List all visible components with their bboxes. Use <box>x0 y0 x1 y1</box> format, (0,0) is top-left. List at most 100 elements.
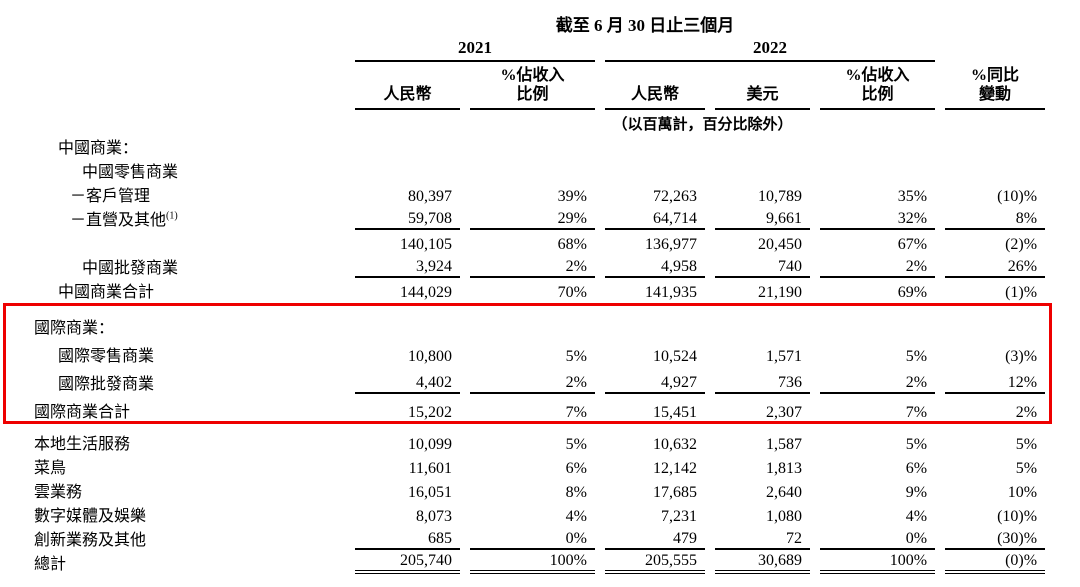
cell-pct-2022: 9% <box>905 483 928 501</box>
cell-yoy: (1)% <box>1005 283 1038 301</box>
cell-usd-2022: 1,571 <box>766 347 802 365</box>
cell-yoy: 10% <box>1007 483 1038 501</box>
row-china-commerce-header: 中國商業： <box>10 134 1045 158</box>
col-header-pct-2021: %佔收入 比例 <box>470 62 595 110</box>
col-header-rmb-2021: 人民幣 <box>355 62 460 110</box>
row-label: －客戶管理 <box>70 187 151 205</box>
cell-pct-2021: 5% <box>565 435 587 453</box>
row-cainiao: 菜鳥 11,601 6% 12,142 1,813 6% 5% <box>10 454 1045 478</box>
row-intl-retail: 國際零售商業 10,800 5% 10,524 1,571 5% (3)% <box>10 338 1045 366</box>
cell-rmb-2021: 4,402 <box>355 366 460 394</box>
col-header-pct-2022: %佔收入 比例 <box>820 62 936 110</box>
spacer-row <box>10 422 1045 430</box>
cell-yoy: (0)% <box>945 550 1046 574</box>
cell-yoy: (10)% <box>997 187 1038 205</box>
cell-pct-2021: 39% <box>557 187 587 205</box>
cell-rmb-2022: 64,714 <box>605 206 705 230</box>
row-label: 雲業務 <box>34 483 83 501</box>
cell-rmb-2021: 144,029 <box>400 283 452 301</box>
cell-usd-2022: 1,813 <box>766 459 802 477</box>
col-header-rmb-2022: 人民幣 <box>605 62 705 110</box>
cell-pct-2021: 2% <box>470 366 595 394</box>
cell-pct-2022: 67% <box>897 235 928 253</box>
row-label: 國際批發商業 <box>58 375 155 393</box>
row-label: 中國商業合計 <box>58 283 155 301</box>
row-direct-sales-and-others: －直營及其他(1) 59,708 29% 64,714 9,661 32% 8% <box>10 206 1046 230</box>
cell-rmb-2022: 136,977 <box>645 235 697 253</box>
cell-rmb-2022: 12,142 <box>653 459 697 477</box>
cell-usd-2022: 21,190 <box>758 283 802 301</box>
cell-rmb-2021: 3,924 <box>355 254 460 278</box>
cell-pct-2022: 5% <box>905 347 928 365</box>
row-label: 總計 <box>34 555 67 573</box>
cell-pct-2022: 2% <box>820 254 936 278</box>
units-note-row: （以百萬計，百分比除外） <box>10 110 1045 134</box>
row-label: 中國批發商業 <box>82 259 179 277</box>
row-innovation-and-others: 創新業務及其他 685 0% 479 72 0% (30)% <box>10 526 1046 550</box>
row-intl-commerce-total: 國際商業合計 15,202 7% 15,451 2,307 7% 2% <box>10 394 1045 422</box>
col-header-yoy: %同比 變動 <box>945 62 1046 110</box>
spacer-row <box>10 302 1045 310</box>
cell-pct-2021: 68% <box>557 235 587 253</box>
cell-pct-2022: 0% <box>820 526 936 550</box>
row-local-services: 本地生活服務 10,099 5% 10,632 1,587 5% 5% <box>10 430 1045 454</box>
year-2022-header: 2022 <box>605 36 936 62</box>
row-label: 本地生活服務 <box>34 435 131 453</box>
cell-rmb-2021: 11,601 <box>408 459 452 477</box>
cell-rmb-2021: 80,397 <box>408 187 452 205</box>
row-label: 數字媒體及娛樂 <box>34 507 147 525</box>
cell-pct-2022: 35% <box>897 187 928 205</box>
row-label: 中國零售商業 <box>82 163 179 181</box>
period-title: 截至 6 月 30 日止三個月 <box>555 15 735 35</box>
segment-revenue-table: 截至 6 月 30 日止三個月 2021 2022 人民幣 %佔收入 比例 人民… <box>0 8 1055 574</box>
cell-rmb-2022: 17,685 <box>653 483 697 501</box>
cell-yoy: 26% <box>945 254 1046 278</box>
cell-pct-2021: 5% <box>565 347 587 365</box>
cell-pct-2021: 8% <box>565 483 587 501</box>
period-header-row: 截至 6 月 30 日止三個月 <box>10 8 1045 36</box>
cell-rmb-2022: 4,927 <box>605 366 705 394</box>
cell-usd-2022: 740 <box>715 254 810 278</box>
row-label: 國際商業合計 <box>34 403 131 421</box>
cell-usd-2022: 1,080 <box>766 507 802 525</box>
cell-usd-2022: 9,661 <box>715 206 810 230</box>
row-customer-management: －客戶管理 80,397 39% 72,263 10,789 35% (10)% <box>10 182 1045 206</box>
cell-rmb-2022: 10,524 <box>653 347 697 365</box>
cell-rmb-2021: 10,800 <box>408 347 452 365</box>
row-china-commerce-total: 中國商業合計 144,029 70% 141,935 21,190 69% (1… <box>10 278 1045 302</box>
cell-rmb-2022: 479 <box>605 526 705 550</box>
row-label: 國際零售商業 <box>58 347 155 365</box>
row-label: 中國商業： <box>58 139 139 157</box>
cell-pct-2021: 2% <box>470 254 595 278</box>
cell-yoy: (2)% <box>1005 235 1038 253</box>
cell-yoy: 12% <box>945 366 1046 394</box>
cell-usd-2022: 10,789 <box>758 187 802 205</box>
cell-rmb-2022: 15,451 <box>653 403 697 421</box>
cell-pct-2022: 100% <box>820 550 936 574</box>
cell-pct-2022: 6% <box>905 459 928 477</box>
row-china-wholesale: 中國批發商業 3,924 2% 4,958 740 2% 26% <box>10 254 1046 278</box>
cell-rmb-2021: 205,740 <box>355 550 460 574</box>
cell-rmb-2021: 10,099 <box>408 435 452 453</box>
row-intl-wholesale: 國際批發商業 4,402 2% 4,927 736 2% 12% <box>10 366 1046 394</box>
cell-rmb-2022: 4,958 <box>605 254 705 278</box>
cell-rmb-2022: 141,935 <box>645 283 697 301</box>
cell-yoy: 8% <box>945 206 1046 230</box>
cell-yoy: (10)% <box>997 507 1038 525</box>
row-intl-commerce-header: 國際商業： <box>10 310 1045 338</box>
cell-pct-2022: 5% <box>905 435 928 453</box>
cell-yoy: 5% <box>1015 435 1038 453</box>
year-header-row: 2021 2022 <box>10 36 1045 62</box>
row-grand-total: 總計 205,740 100% 205,555 30,689 100% (0)% <box>10 550 1046 574</box>
cell-pct-2021: 4% <box>565 507 587 525</box>
cell-rmb-2021: 685 <box>355 526 460 550</box>
cell-yoy: 2% <box>1015 403 1038 421</box>
cell-yoy: (30)% <box>945 526 1046 550</box>
cell-usd-2022: 72 <box>715 526 810 550</box>
cell-rmb-2021: 59,708 <box>355 206 460 230</box>
cell-yoy: (3)% <box>1005 347 1038 365</box>
cell-rmb-2022: 7,231 <box>661 507 697 525</box>
cell-usd-2022: 2,307 <box>766 403 802 421</box>
year-2021-header: 2021 <box>355 36 595 62</box>
cell-pct-2022: 4% <box>905 507 928 525</box>
